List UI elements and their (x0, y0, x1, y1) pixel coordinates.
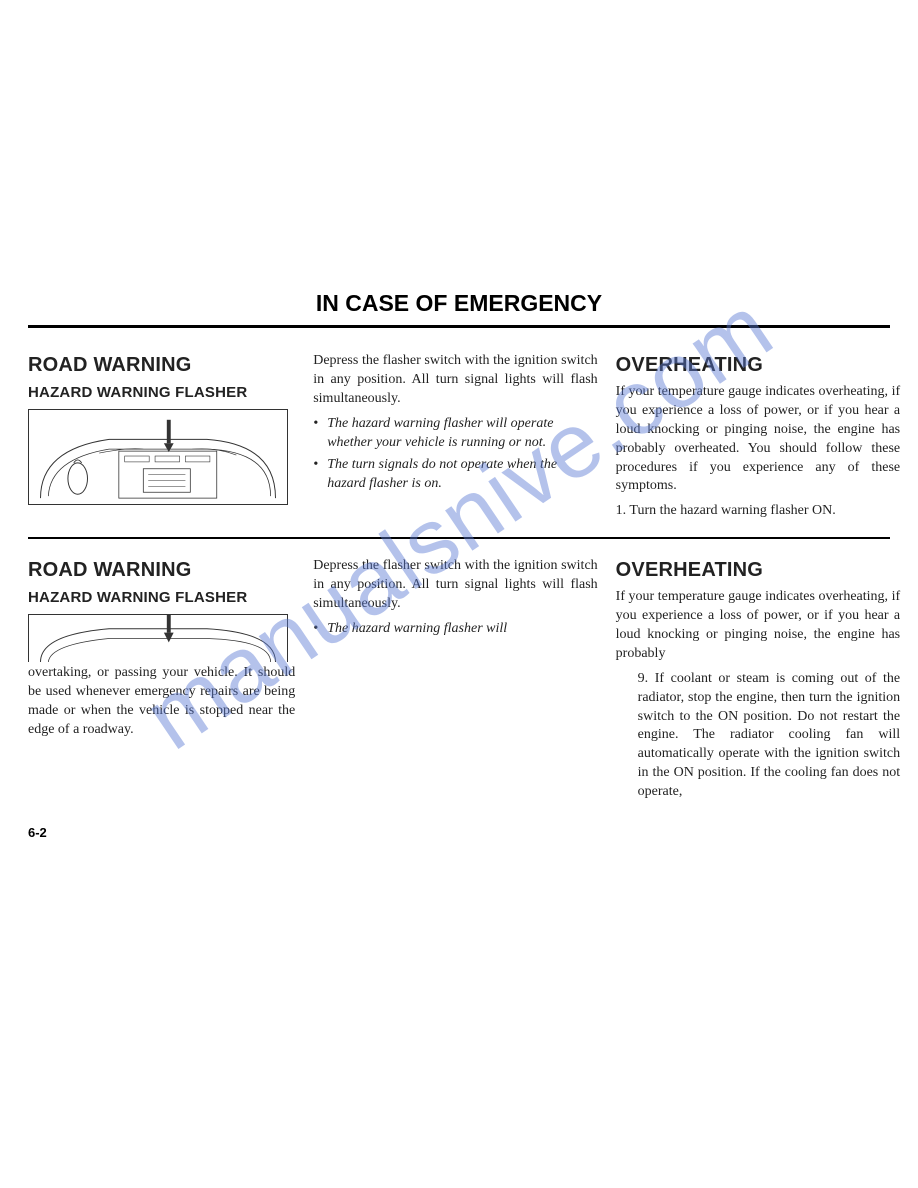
overheating-para-2: If your temperature gauge indicates over… (616, 588, 900, 664)
section-2-left: ROAD WARNING HAZARD WARNING FLASHER over… (28, 557, 295, 808)
mid-divider (28, 537, 890, 539)
flasher-note-1a: The hazard warning flasher will operate … (327, 415, 597, 453)
flasher-note-2a: The hazard warning flasher will (327, 620, 597, 639)
dashboard-illustration-1 (28, 409, 288, 505)
page-number: 6-2 (28, 825, 47, 840)
road-warning-heading-2: ROAD WARNING (28, 557, 295, 584)
overheating-item-1: 1. Turn the hazard warning flasher ON. (616, 502, 900, 521)
top-rule (28, 325, 890, 328)
section-2-mid: Depress the flasher switch with the igni… (313, 557, 597, 808)
road-warning-heading-1: ROAD WARNING (28, 352, 295, 379)
flasher-instruction-1: Depress the flasher switch with the igni… (313, 352, 597, 409)
overheating-para-1: If your temperature gauge indicates over… (616, 383, 900, 496)
flasher-notes-1: The hazard warning flasher will operate … (313, 415, 597, 495)
overheating-heading-2: OVERHEATING (616, 557, 900, 584)
page-title: IN CASE OF EMERGENCY (28, 290, 890, 317)
section-1-right: OVERHEATING If your temperature gauge in… (616, 352, 900, 527)
hazard-flasher-subheading-2: HAZARD WARNING FLASHER (28, 588, 295, 608)
dashboard-illustration-2 (28, 614, 288, 662)
section-2: ROAD WARNING HAZARD WARNING FLASHER over… (28, 557, 890, 808)
section-1-left: ROAD WARNING HAZARD WARNING FLASHER (28, 352, 295, 527)
hazard-flasher-subheading-1: HAZARD WARNING FLASHER (28, 383, 295, 403)
flasher-notes-2: The hazard warning flasher will (313, 620, 597, 639)
section-2-right: OVERHEATING If your temperature gauge in… (616, 557, 900, 808)
overheating-heading-1: OVERHEATING (616, 352, 900, 379)
flasher-continued-para: overtaking, or passing your vehicle. It … (28, 664, 295, 740)
flasher-instruction-2: Depress the flasher switch with the igni… (313, 557, 597, 614)
overheating-continued: 9. If coolant or steam is coming out of … (616, 670, 900, 802)
section-1-mid: Depress the flasher switch with the igni… (313, 352, 597, 527)
flasher-note-1b: The turn signals do not operate when the… (327, 456, 597, 494)
section-1: ROAD WARNING HAZARD WARNING FLASHER (28, 352, 890, 527)
